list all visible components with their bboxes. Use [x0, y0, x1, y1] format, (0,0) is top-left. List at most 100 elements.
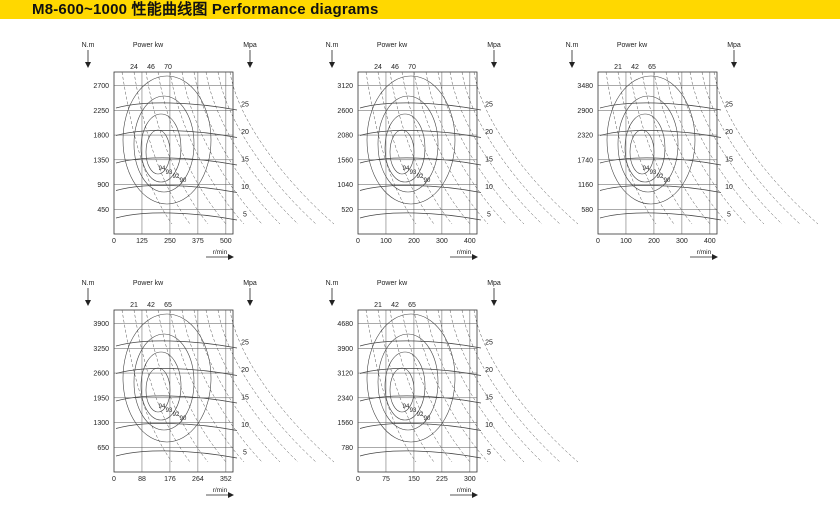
pressure-tick-label: 25: [725, 102, 733, 109]
pressure-unit-label: Mpa: [487, 280, 501, 287]
power-tick-label: 42: [147, 302, 155, 309]
power-curve: [401, 309, 471, 463]
plot-frame: [597, 71, 718, 235]
pressure-curve: [359, 185, 482, 193]
power-curve: [169, 71, 245, 225]
power-label: Power kw: [377, 280, 408, 287]
y-tick-label: 2340: [337, 395, 353, 402]
y-axis-unit-label: N.m: [326, 42, 339, 49]
pressure-unit-label: Mpa: [487, 42, 501, 49]
pressure-tick-label: 15: [485, 157, 493, 164]
x-axis-unit-label: r/min: [457, 487, 472, 494]
pressure-tick-label: 20: [241, 129, 249, 136]
y-tick-label: 580: [581, 207, 593, 214]
y-tick-label: 3120: [337, 371, 353, 378]
efficiency-contour: [122, 313, 212, 443]
pressure-curve: [599, 157, 722, 166]
power-curve: [437, 309, 525, 463]
power-curve: [701, 71, 801, 225]
power-curve: [461, 71, 561, 225]
power-curve: [157, 71, 227, 225]
efficiency-contour: [389, 367, 415, 413]
efficiency-label: 94: [159, 404, 166, 410]
efficiency-label: 92: [417, 174, 424, 180]
pressure-tick-label: 5: [243, 450, 247, 457]
efficiency-contour: [629, 129, 655, 175]
power-tick-label: 70: [408, 64, 416, 71]
y-tick-label: 1300: [93, 420, 109, 427]
y-tick-label: 3900: [93, 321, 109, 328]
pressure-curve: [115, 157, 238, 166]
y-tick-label: 1560: [337, 157, 353, 164]
power-curve: [713, 71, 819, 225]
x-tick-label: 300: [436, 238, 448, 245]
chart-svg: N.m Power kw Mpa 650 1300 1950 2600 3250 3900 0 88…: [82, 280, 335, 498]
plot-frame: [113, 71, 234, 235]
power-curve: [145, 71, 209, 225]
pressure-curve: [115, 450, 238, 459]
power-curve: [473, 71, 579, 225]
x-tick-label: 100: [620, 238, 632, 245]
efficiency-label: 94: [159, 166, 166, 172]
pressure-tick-label: 10: [485, 184, 493, 191]
x-tick-label: 352: [220, 476, 232, 483]
y-tick-label: 900: [97, 182, 109, 189]
pressure-curve: [359, 157, 482, 166]
y-tick-label: 4680: [337, 321, 353, 328]
power-curve: [413, 71, 489, 225]
y-axis-unit-arrowhead: [569, 62, 575, 68]
x-axis-unit-arrowhead: [712, 254, 718, 260]
efficiency-contour: [384, 113, 426, 183]
pressure-tick-label: 15: [485, 395, 493, 402]
efficiency-label: 93: [166, 408, 173, 414]
power-tick-label: 21: [130, 302, 138, 309]
pressure-tick-label: 25: [485, 102, 493, 109]
x-tick-label: 250: [164, 238, 176, 245]
pressure-curve: [115, 102, 238, 111]
power-curve: [217, 309, 317, 463]
efficiency-contour: [624, 113, 666, 183]
power-curve: [377, 309, 435, 463]
pressure-curve: [599, 185, 722, 193]
plot-frame: [357, 71, 478, 235]
y-tick-label: 450: [97, 207, 109, 214]
y-tick-label: 780: [341, 445, 353, 452]
pressure-unit-label: Mpa: [727, 42, 741, 49]
efficiency-label: 90: [180, 178, 187, 184]
pressure-curve: [359, 368, 482, 376]
x-tick-label: 0: [356, 476, 360, 483]
x-tick-label: 200: [648, 238, 660, 245]
pressure-curve: [359, 130, 482, 138]
power-curve: [121, 71, 173, 225]
y-tick-label: 1350: [93, 157, 109, 164]
power-curve: [449, 71, 543, 225]
power-curve: [121, 309, 173, 463]
power-curve: [629, 71, 693, 225]
power-curve: [133, 309, 191, 463]
efficiency-label: 94: [403, 404, 410, 410]
pressure-tick-label: 5: [727, 212, 731, 219]
efficiency-label: 93: [166, 170, 173, 176]
x-tick-label: 176: [164, 476, 176, 483]
efficiency-contour: [389, 129, 415, 175]
pressure-curve: [115, 423, 238, 431]
y-tick-label: 3250: [93, 346, 109, 353]
efficiency-contour: [133, 333, 195, 431]
y-tick-label: 2900: [577, 108, 593, 115]
power-curve: [133, 71, 191, 225]
power-curve: [401, 71, 471, 225]
efficiency-label: 93: [410, 170, 417, 176]
power-curve: [413, 309, 489, 463]
y-tick-label: 1040: [337, 182, 353, 189]
power-curve: [617, 71, 675, 225]
power-tick-label: 65: [164, 302, 172, 309]
power-curve: [229, 71, 335, 225]
pressure-tick-label: 5: [487, 212, 491, 219]
pressure-tick-label: 25: [241, 102, 249, 109]
efficiency-contour: [133, 95, 195, 193]
performance-chart-4: N.m Power kw Mpa 650 1300 1950 2600 3250 3900 0 88…: [78, 276, 335, 516]
power-curve: [473, 309, 579, 463]
power-curve: [193, 309, 281, 463]
efficiency-contour: [122, 75, 212, 205]
